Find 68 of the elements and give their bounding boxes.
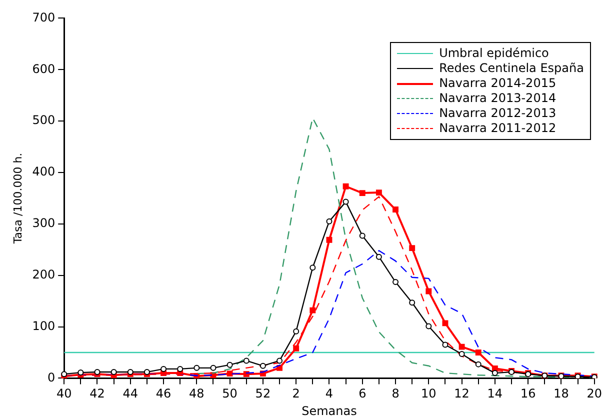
x-tick-label: 4 — [325, 386, 334, 401]
y-tick-label: 500 — [32, 113, 56, 128]
point — [426, 323, 432, 330]
x-tick-label: 6 — [358, 386, 366, 401]
x-tick-label: 42 — [90, 386, 105, 401]
x-tick-label: 12 — [454, 386, 470, 401]
point — [409, 245, 416, 252]
x-tick-label: 16 — [520, 386, 536, 401]
point — [326, 236, 332, 243]
point — [392, 206, 398, 212]
point — [310, 264, 316, 271]
point — [177, 366, 184, 372]
point — [160, 366, 167, 372]
x-tick-label: 14 — [487, 386, 503, 401]
point — [426, 288, 432, 294]
x-tick-label: 52 — [255, 386, 271, 401]
x-tick-label: 50 — [222, 386, 238, 401]
point — [243, 358, 250, 364]
y-tick-label: 100 — [32, 318, 56, 333]
legend-label: Umbral epidémico — [439, 46, 549, 61]
point — [442, 342, 448, 348]
point — [475, 350, 482, 356]
point — [492, 370, 498, 376]
x-tick-label: 20 — [586, 386, 602, 401]
legend-label: Navarra 2014-2015 — [439, 76, 556, 91]
point — [409, 300, 416, 306]
point — [376, 254, 382, 260]
point — [342, 183, 349, 190]
y-tick-label: 0 — [47, 370, 56, 384]
legend-label: Navarra 2013-2014 — [439, 91, 556, 106]
point — [359, 190, 366, 196]
point — [310, 307, 316, 314]
point — [293, 345, 300, 352]
y-tick-label: 700 — [32, 10, 56, 24]
point — [276, 358, 283, 364]
y-tick-label: 400 — [32, 164, 56, 179]
point — [342, 198, 349, 205]
point — [226, 370, 233, 377]
point — [110, 369, 117, 376]
y-tick-label: 300 — [32, 216, 56, 230]
point — [475, 361, 482, 368]
x-tick-label: 2 — [292, 386, 300, 401]
x-tick-label: 18 — [554, 386, 569, 401]
point — [226, 362, 233, 368]
x-tick-label: 46 — [156, 386, 172, 401]
x-tick-label: 8 — [392, 386, 400, 401]
x-tick-label: 10 — [421, 386, 436, 401]
point — [210, 364, 216, 371]
y-tick-label: 600 — [32, 62, 56, 76]
point — [376, 190, 382, 196]
point — [326, 218, 332, 224]
x-tick-label: 48 — [189, 386, 204, 401]
point — [458, 351, 465, 358]
point — [392, 279, 399, 286]
y-tick-label: 200 — [32, 267, 56, 282]
y-axis-title: Tasa /100.000 h. — [11, 152, 24, 245]
point — [359, 232, 366, 239]
point — [442, 320, 448, 326]
x-tick-label: 40 — [56, 386, 72, 401]
point — [194, 364, 200, 371]
legend-label: Navarra 2012-2013 — [439, 106, 556, 121]
legend-label: Redes Centinela España — [439, 61, 584, 76]
legend-label: Navarra 2011-2012 — [439, 121, 556, 136]
x-tick-label: 44 — [122, 386, 138, 401]
point — [458, 344, 465, 350]
x-axis-title: Semanas — [302, 404, 357, 418]
point — [293, 328, 300, 334]
point — [260, 362, 266, 369]
